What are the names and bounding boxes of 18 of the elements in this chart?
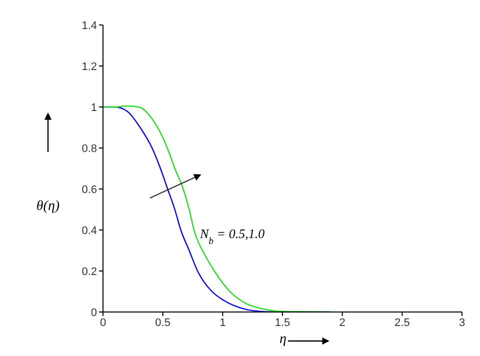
x-axis-title: η (280, 332, 287, 347)
x-tick-label: 0 (100, 316, 106, 329)
x-tick-label: 0.5 (155, 316, 170, 329)
y-axis-title: θ(η) (36, 199, 60, 214)
y-tick-label: 0.8 (82, 142, 97, 155)
x-tick-label: 1 (220, 316, 226, 329)
x-tick-label: 2.5 (394, 316, 410, 329)
y-tick-label: 1.4 (82, 20, 97, 32)
x-tick-label: 2 (339, 316, 346, 329)
y-tick-label: 1 (90, 102, 97, 114)
y-tick-label: 0.6 (82, 184, 97, 196)
y-tick-label: 0.2 (82, 266, 97, 278)
y-tick-label: 0 (90, 306, 97, 319)
x-tick-label: 1.5 (274, 316, 290, 329)
annotation: N$_{b}$ = 0.5,1.0 (199, 226, 266, 246)
y-tick-label: 1.2 (82, 60, 97, 73)
x-tick-label: 3 (458, 316, 466, 329)
y-tick-label: 0.4 (82, 224, 97, 237)
